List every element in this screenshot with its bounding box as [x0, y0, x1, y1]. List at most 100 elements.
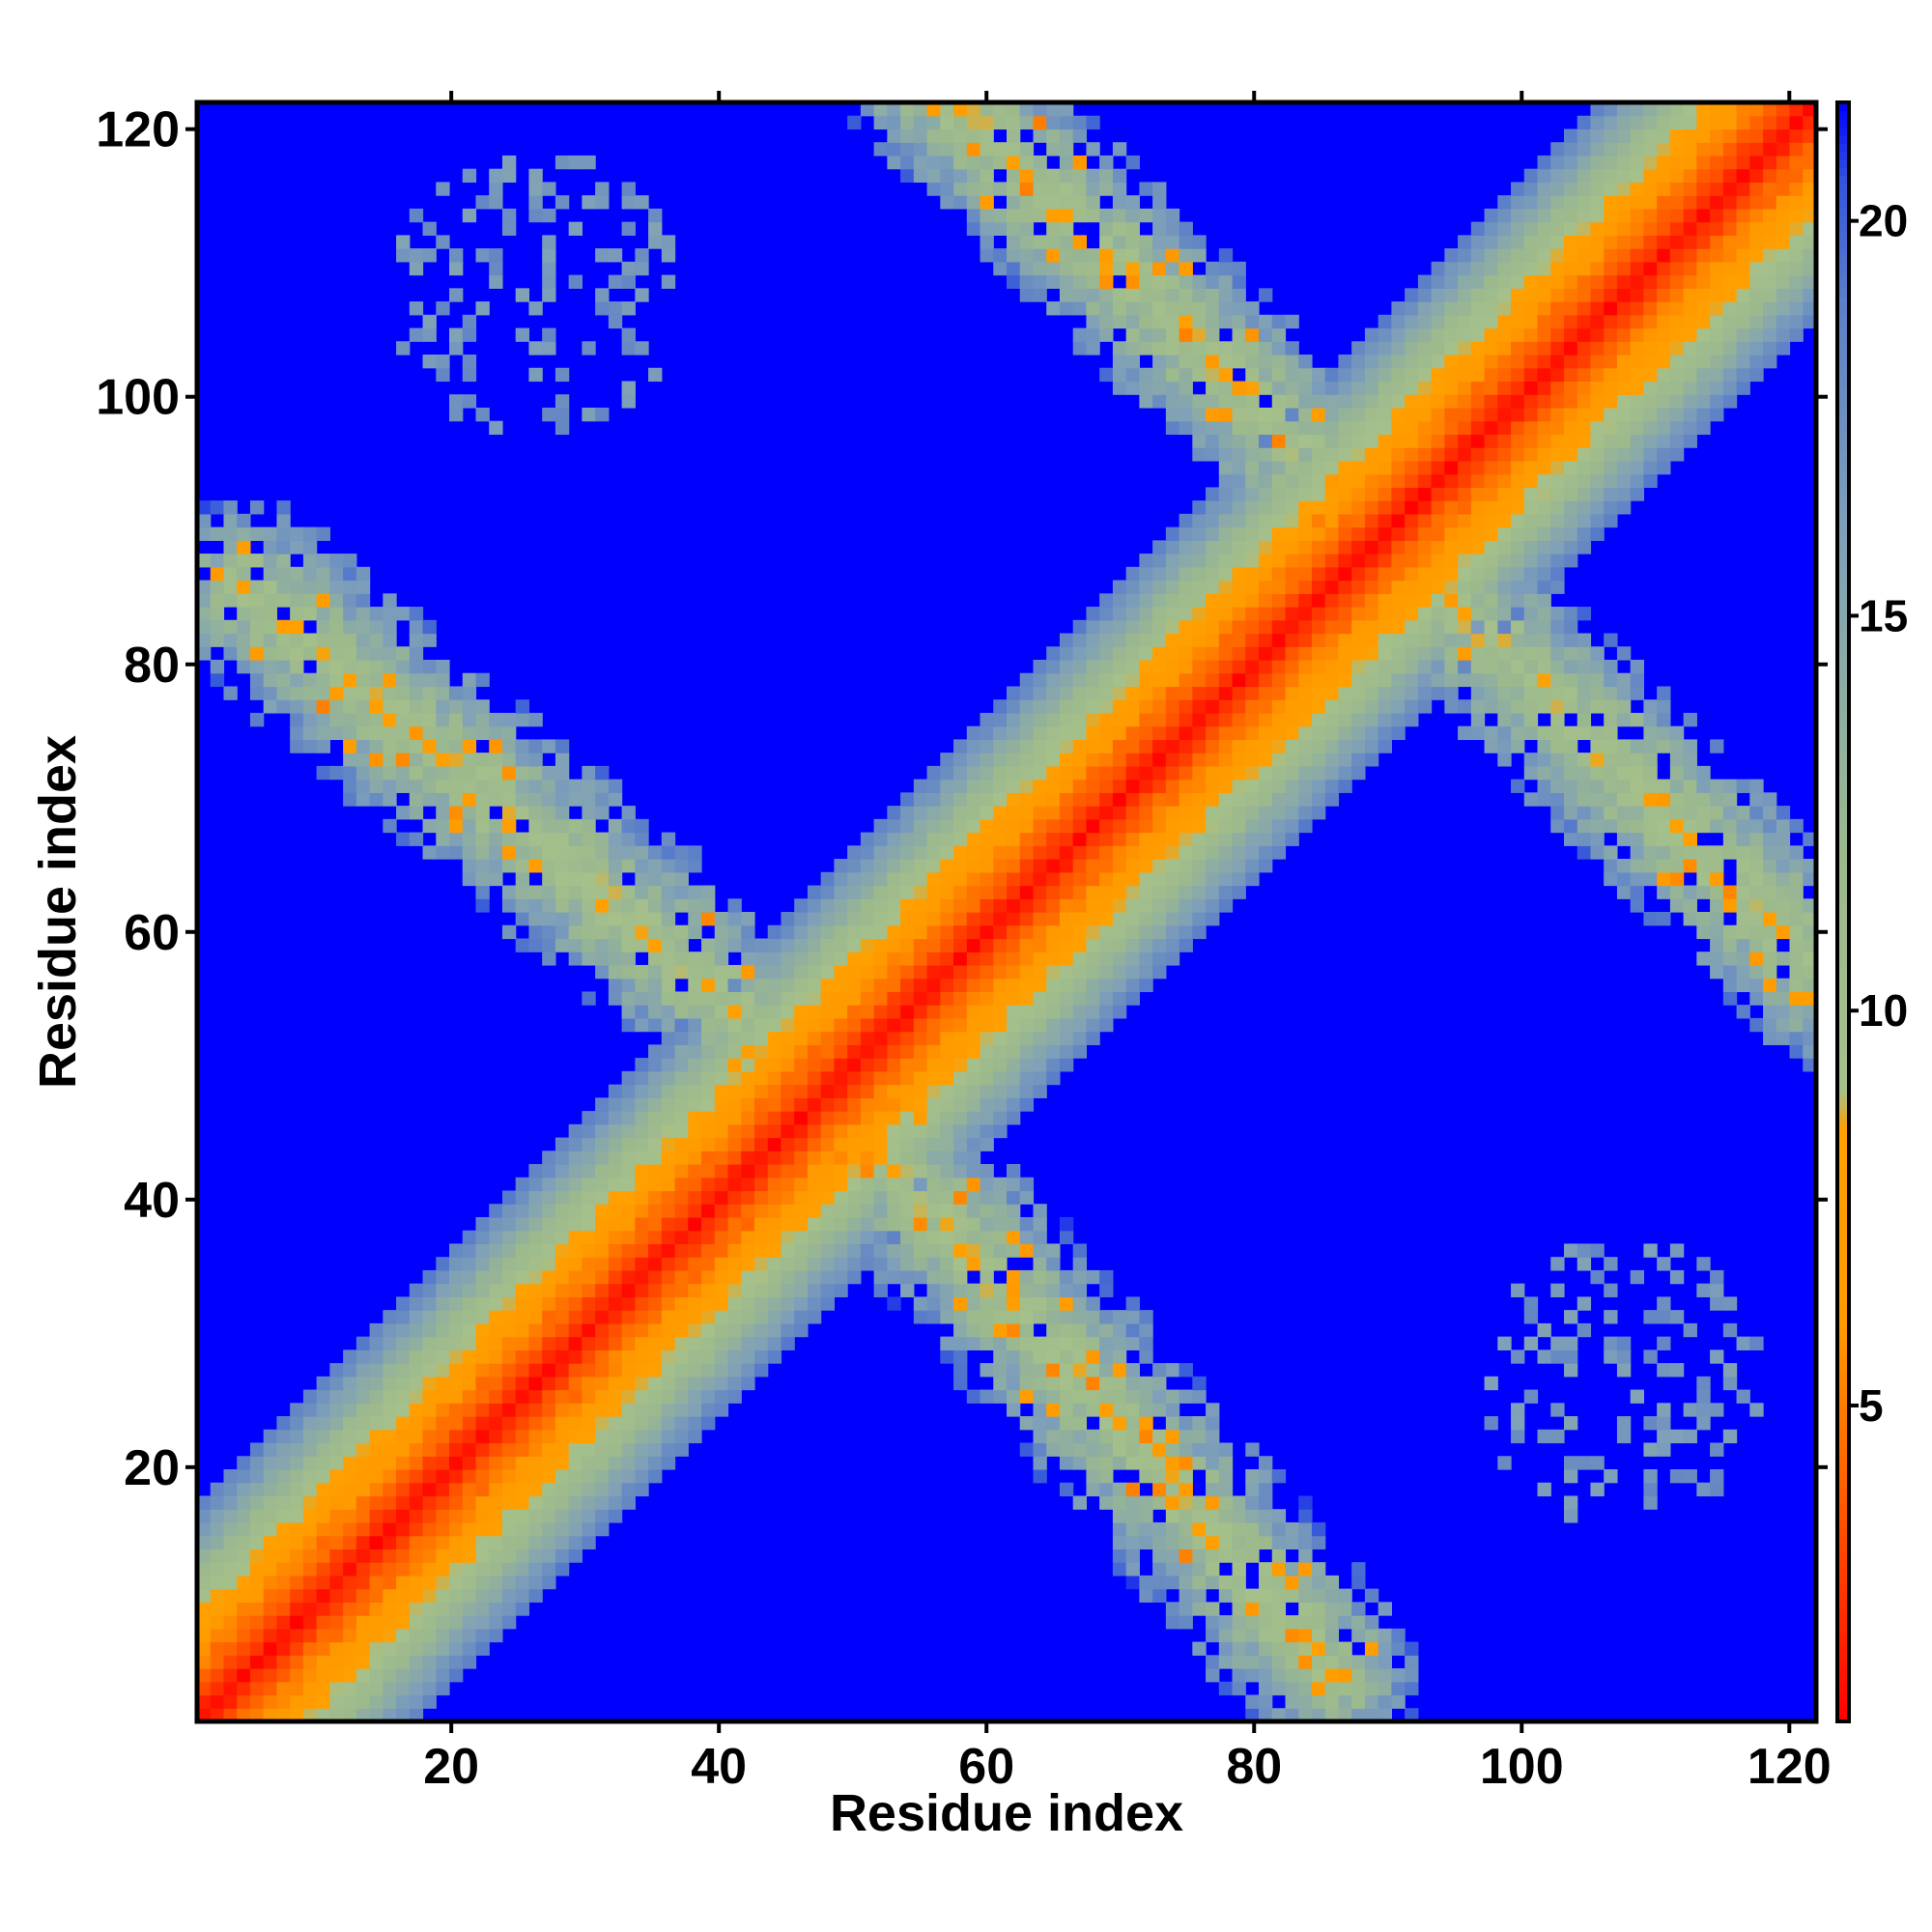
heatmap-cell: [343, 1655, 357, 1669]
heatmap-cell: [953, 1363, 968, 1378]
heatmap-cell: [462, 672, 477, 688]
heatmap-cell: [1391, 593, 1406, 608]
heatmap-cell: [1630, 355, 1645, 369]
heatmap-cell: [980, 818, 994, 834]
heatmap-cell: [1563, 633, 1578, 647]
heatmap-cell: [1657, 1310, 1671, 1324]
heatmap-cell: [847, 1058, 862, 1072]
heatmap-cell: [1192, 500, 1207, 515]
heatmap-cell: [1046, 672, 1061, 688]
heatmap-cell: [727, 1204, 742, 1218]
heatmap-cell: [1563, 473, 1578, 488]
heatmap-cell: [1669, 1429, 1685, 1444]
heatmap-cell: [1271, 1535, 1287, 1550]
heatmap-cell: [1165, 792, 1180, 807]
heatmap-cell: [714, 1123, 729, 1139]
heatmap-cell: [1019, 1336, 1035, 1350]
heatmap-cell: [515, 938, 530, 952]
heatmap-cell: [1139, 845, 1153, 860]
heatmap-cell: [767, 1243, 782, 1258]
heatmap-cell: [1749, 938, 1764, 952]
heatmap-cell: [1192, 1562, 1207, 1577]
heatmap-cell: [1298, 659, 1313, 674]
heatmap-cell: [794, 1123, 809, 1139]
heatmap-cell: [276, 686, 291, 700]
heatmap-cell: [501, 859, 517, 873]
heatmap-cell: [980, 739, 994, 753]
heatmap-cell: [953, 1164, 968, 1179]
heatmap-cell: [1577, 355, 1592, 369]
heatmap-cell: [436, 1521, 450, 1537]
heatmap-cell: [1550, 712, 1565, 727]
heatmap-cell: [1511, 473, 1525, 488]
heatmap-cell: [475, 1403, 490, 1417]
heatmap-cell: [1059, 845, 1074, 860]
heatmap-cell: [462, 1602, 477, 1616]
heatmap-cell: [1285, 1681, 1299, 1696]
heatmap-cell: [210, 1562, 225, 1577]
heatmap-cell: [1324, 686, 1340, 700]
heatmap-cell: [1669, 792, 1685, 807]
heatmap-cell: [383, 619, 397, 635]
heatmap-cell: [1086, 619, 1100, 635]
heatmap-cell: [608, 818, 623, 834]
heatmap-cell: [263, 672, 278, 688]
heatmap-cell: [1577, 646, 1592, 661]
heatmap-cell: [1351, 447, 1366, 462]
heatmap-cell: [1657, 832, 1671, 846]
heatmap-cell: [1099, 672, 1114, 688]
heatmap-cell: [1179, 938, 1193, 952]
heatmap-cell: [926, 924, 941, 940]
heatmap-cell: [422, 1509, 437, 1523]
heatmap-cell: [515, 739, 530, 753]
heatmap-cell: [648, 1216, 663, 1232]
heatmap-cell: [1152, 593, 1167, 608]
heatmap-cell: [276, 593, 291, 608]
heatmap-cell: [396, 1509, 411, 1523]
heatmap-cell: [528, 712, 543, 727]
heatmap-cell: [860, 898, 875, 913]
heatmap-cell: [1763, 885, 1777, 899]
heatmap-cell: [608, 1269, 623, 1285]
heatmap-cell: [1696, 394, 1711, 409]
heatmap-cell: [409, 672, 424, 688]
heatmap-cell: [1604, 1350, 1618, 1364]
heatmap-cell: [554, 1269, 570, 1285]
heatmap-cell: [1112, 845, 1127, 860]
heatmap-cell: [1537, 646, 1551, 661]
heatmap-cell: [462, 367, 477, 383]
heatmap-cell: [396, 1416, 411, 1431]
heatmap-cell: [834, 964, 848, 980]
heatmap-cell: [1179, 381, 1193, 395]
heatmap-cell: [568, 1350, 582, 1364]
heatmap-cell: [1125, 355, 1140, 369]
heatmap-cell: [1007, 1216, 1021, 1232]
heatmap-cell: [1749, 871, 1764, 887]
heatmap-cell: [1179, 1521, 1193, 1537]
heatmap-cell: [701, 964, 716, 980]
heatmap-cell: [873, 1070, 888, 1086]
heatmap-cell: [1444, 554, 1459, 568]
heatmap-cell: [263, 1694, 278, 1709]
heatmap-cell: [290, 646, 304, 661]
heatmap-cell: [1165, 672, 1180, 688]
heatmap-cell: [1710, 898, 1724, 913]
heatmap-cell: [1657, 1363, 1671, 1378]
heatmap-cell: [701, 1416, 716, 1431]
heatmap-cell: [714, 1336, 729, 1350]
heatmap-cell: [661, 1296, 676, 1311]
heatmap-cell: [422, 1403, 437, 1417]
heatmap-cell: [993, 1389, 1008, 1404]
heatmap-cell: [501, 1535, 517, 1550]
heatmap-cell: [489, 871, 503, 887]
heatmap-cell: [781, 1164, 795, 1179]
heatmap-cell: [489, 818, 503, 834]
heatmap-cell: [1139, 659, 1153, 674]
heatmap-cell: [290, 1468, 304, 1484]
heatmap-cell: [1206, 672, 1220, 688]
heatmap-cell: [1537, 1482, 1551, 1497]
heatmap-cell: [1511, 367, 1525, 383]
heatmap-cell: [1710, 859, 1724, 873]
heatmap-cell: [1152, 1588, 1167, 1603]
heatmap-cell: [355, 1588, 371, 1603]
